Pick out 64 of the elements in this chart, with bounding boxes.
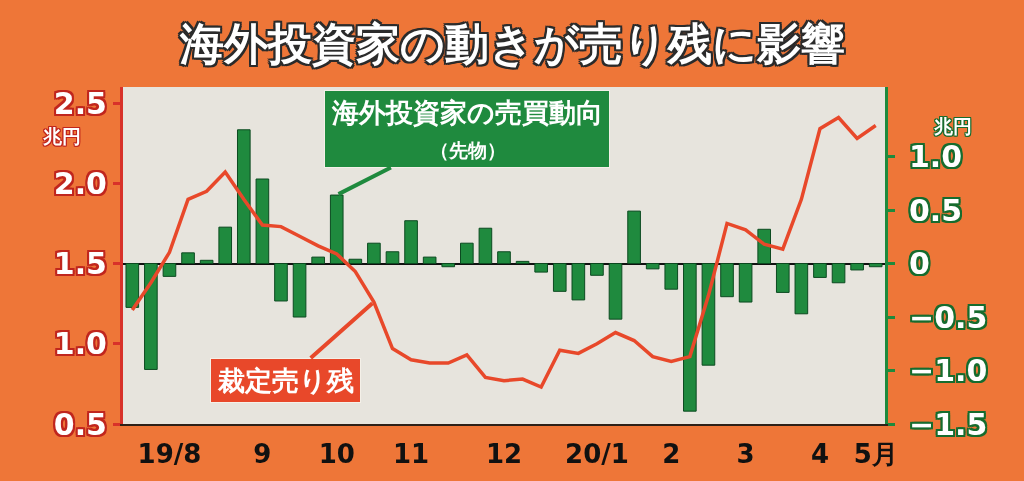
y-tick-label: 1.0 (53, 326, 107, 362)
y2-tick-label: 0 (909, 246, 930, 282)
series-label: 海外投資家の売買動向（先物） (331, 97, 603, 162)
bar (645, 263, 660, 270)
bar (255, 178, 270, 265)
bar (590, 263, 604, 276)
bar (236, 129, 251, 265)
bar (181, 252, 195, 265)
x-tick-label: 5月 (853, 439, 898, 470)
y-tick-label: 0.5 (53, 406, 107, 442)
bar (404, 220, 418, 265)
y2-tick-label: 0.5 (909, 192, 963, 228)
bar (515, 260, 530, 265)
bar (311, 256, 325, 265)
y2-tick-label: −0.5 (909, 299, 988, 335)
bar (162, 263, 177, 277)
bar (831, 263, 846, 284)
bar (367, 242, 381, 265)
x-tick-label: 2 (662, 439, 681, 470)
chart-title: 海外投資家の動きが売り残に影響 (178, 18, 845, 70)
x-tick-label: 11 (392, 439, 430, 470)
bar (497, 251, 511, 265)
bar (664, 263, 679, 290)
y2-tick-label: −1.5 (909, 406, 988, 442)
bar (385, 251, 400, 265)
x-tick-label: 9 (253, 439, 272, 470)
y2-tick-label: −1.0 (909, 353, 988, 389)
x-tick-label: 10 (318, 439, 355, 470)
bar (571, 263, 586, 301)
bar (627, 210, 641, 265)
y-tick-label: 2.0 (53, 165, 107, 201)
bar (868, 263, 883, 268)
x-tick-label: 20/1 (565, 439, 629, 470)
bar (274, 263, 288, 302)
bar (460, 242, 474, 265)
bar (218, 226, 233, 265)
bar (552, 263, 567, 292)
x-tick-label: 4 (810, 439, 829, 470)
bar (775, 263, 790, 293)
legend-label: 裁定売り残 (217, 365, 354, 396)
bar (534, 263, 548, 273)
bar (813, 263, 827, 278)
y2-tick-label: 1.0 (909, 139, 963, 175)
x-tick-label: 3 (736, 439, 755, 470)
bar (720, 263, 734, 298)
bar (144, 263, 158, 370)
bar (794, 263, 809, 315)
x-tick-label: 12 (485, 439, 523, 470)
y-axis-title: 兆円 (42, 125, 81, 147)
x-tick-label: 19/8 (137, 439, 202, 470)
bar (608, 263, 623, 320)
bar (441, 263, 456, 268)
bar (422, 256, 437, 265)
y-tick-label: 2.5 (53, 85, 107, 121)
bar (478, 227, 493, 265)
bar (683, 263, 697, 412)
bar (292, 263, 307, 318)
y-tick-label: 1.5 (53, 246, 107, 282)
y2-axis-title: 兆円 (933, 115, 972, 137)
bar (738, 263, 753, 303)
bar (199, 259, 214, 265)
bar (850, 263, 864, 271)
bar (125, 263, 140, 308)
bar (348, 258, 363, 265)
